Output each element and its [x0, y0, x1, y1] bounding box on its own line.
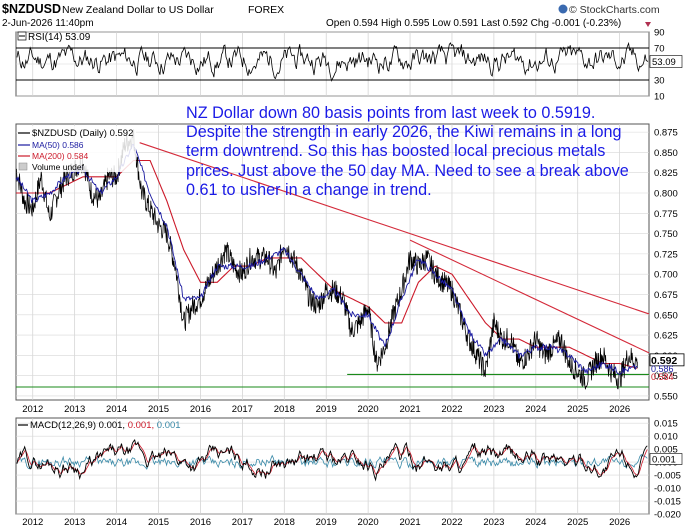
price-x-tick-label: 2023: [483, 404, 504, 415]
price-y-tick-label: 0.875: [654, 128, 678, 139]
macd-x-tick-label: 2019: [316, 517, 337, 528]
price-y-tick-label: 0.650: [654, 310, 678, 321]
legend-price: $NZDUSD (Daily) 0.592: [32, 128, 133, 139]
price-y-tick-label: 0.625: [654, 331, 678, 342]
macd-y-tick-label: 0.010: [654, 432, 678, 443]
rsi-y-tick-label: 30: [654, 76, 665, 87]
macd-histogram-line: [16, 454, 648, 471]
macd-x-tick-label: 2018: [274, 517, 295, 528]
macd-x-tick-label: 2015: [148, 517, 169, 528]
macd-last-value-label: 0.001: [652, 455, 676, 466]
macd-legend-label: MACD(12,26,9): [30, 420, 96, 431]
price-last-value-label: 0.592: [651, 355, 677, 367]
price-x-tick-label: 2015: [148, 404, 169, 415]
macd-line: [16, 439, 648, 482]
rsi-last-value-box: [649, 55, 683, 68]
macd-legend-value-macd: 0.001,: [99, 420, 125, 431]
macd-y-tick-label: 0.005: [654, 445, 678, 456]
price-x-tick-label: 2025: [567, 404, 588, 415]
rsi-y-tick-label: 90: [654, 28, 665, 39]
price-y-tick-label: 0.550: [654, 391, 678, 402]
macd-legend-value-signal: 0.001,: [128, 420, 154, 431]
macd-x-tick-label: 2026: [609, 517, 630, 528]
downtrend-line: [409, 239, 650, 354]
macd-x-tick-label: 2025: [567, 517, 588, 528]
rsi-y-tick-label: 70: [654, 44, 665, 55]
macd-x-tick-label: 2012: [22, 517, 43, 528]
rsi-legend-text: RSI(14) 53.09: [28, 32, 91, 43]
macd-y-tick-label: 0.015: [654, 419, 678, 430]
price-y-tick-label: 0.750: [654, 229, 678, 240]
rsi-line: [16, 41, 649, 82]
legend-ma200: MA(200) 0.584: [32, 151, 88, 161]
price-y-tick-label: 0.575: [654, 371, 678, 382]
legend-volume: Volume undef: [32, 162, 85, 172]
price-x-tick-label: 2014: [106, 404, 127, 415]
price-x-tick-label: 2022: [441, 404, 462, 415]
chart-date: 2-Jun-2026 11:40pm: [2, 18, 94, 29]
brand-text: © StockCharts.com: [569, 4, 660, 16]
price-x-tick-label: 2021: [399, 404, 420, 415]
macd-last-value-box: [649, 453, 683, 465]
price-last-value-box: [649, 353, 685, 367]
price-y-tick-label: 0.775: [654, 209, 678, 220]
legend-ma50: MA(50) 0.586: [32, 140, 84, 150]
macd-x-tick-label: 2021: [399, 517, 420, 528]
down-arrow-icon: [645, 22, 651, 27]
ma200-value-label: 0.584: [651, 372, 674, 382]
macd-x-tick-label: 2013: [64, 517, 85, 528]
exchange-label: FOREX: [248, 4, 284, 16]
macd-x-tick-label: 2017: [232, 517, 253, 528]
macd-x-tick-label: 2016: [190, 517, 211, 528]
price-y-tick-label: 0.825: [654, 168, 678, 179]
macd-x-tick-label: 2020: [358, 517, 379, 528]
macd-y-tick-label: -0.015: [654, 497, 681, 508]
stockcharts-logo: © StockCharts.com: [558, 4, 660, 16]
rsi-y-tick-label: 10: [654, 92, 665, 103]
downtrend-line: [139, 142, 650, 315]
macd-x-tick-label: 2014: [106, 517, 127, 528]
ma50-value-label: 0.586: [651, 364, 674, 374]
macd-x-tick-label: 2023: [483, 517, 504, 528]
price-y-tick-label: 0.850: [654, 148, 678, 159]
price-x-tick-label: 2020: [358, 404, 379, 415]
macd-legend-value-histogram: 0.001: [157, 420, 181, 431]
macd-legend: MACD(12,26,9) 0.001, 0.001, 0.001: [18, 420, 181, 431]
rsi-last-value-label: 53.09: [652, 57, 676, 68]
macd-y-tick-label: -0.010: [654, 484, 681, 495]
annotation-text: NZ Dollar down 80 basis points from last…: [186, 104, 629, 199]
price-legend: $NZDUSD (Daily) 0.592 MA(50) 0.586 MA(20…: [18, 126, 136, 172]
price-y-tick-label: 0.700: [654, 270, 678, 281]
chart-title: New Zealand Dollar to US Dollar: [62, 4, 214, 16]
price-x-tick-label: 2017: [232, 404, 253, 415]
price-x-tick-label: 2016: [190, 404, 211, 415]
price-y-tick-label: 0.800: [654, 189, 678, 200]
price-y-tick-label: 0.725: [654, 249, 678, 260]
price-x-tick-label: 2012: [22, 404, 43, 415]
price-line: [15, 129, 638, 390]
chart-symbol: $NZDUSD: [2, 2, 61, 16]
macd-y-tick-label: -0.020: [654, 510, 681, 521]
price-y-tick-label: 0.675: [654, 290, 678, 301]
price-x-tick-label: 2024: [525, 404, 546, 415]
macd-x-tick-label: 2022: [441, 517, 462, 528]
price-x-tick-label: 2018: [274, 404, 295, 415]
macd-legend-text: MACD(12,26,9) 0.001, 0.001, 0.001: [30, 420, 181, 431]
price-x-tick-label: 2019: [316, 404, 337, 415]
quote-line: Open 0.594 High 0.595 Low 0.591 Last 0.5…: [326, 18, 621, 29]
macd-y-tick-label: -0.005: [654, 471, 681, 482]
macd-x-tick-label: 2024: [525, 517, 546, 528]
price-x-tick-label: 2026: [609, 404, 630, 415]
rsi-legend: RSI(14) 53.09: [17, 31, 91, 43]
price-x-tick-label: 2013: [64, 404, 85, 415]
